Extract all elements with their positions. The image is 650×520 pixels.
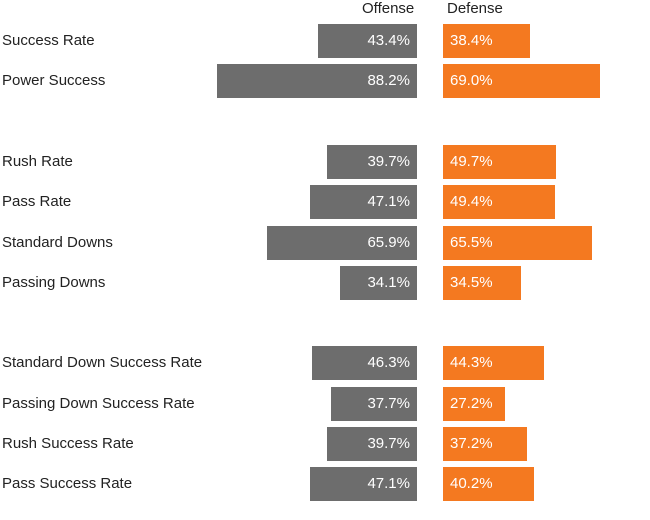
offense-value-passing-down-success-rate: 37.7% — [367, 395, 410, 412]
defense-bar-power-success — [443, 64, 600, 98]
defense-value-passing-down-success-rate: 27.2% — [450, 395, 493, 412]
row-label-pass-rate: Pass Rate — [2, 193, 72, 210]
offense-bar-passing-downs — [339, 266, 417, 300]
offense-value-pass-rate: 47.1% — [367, 193, 410, 210]
defense-bar-pass-rate — [443, 185, 556, 219]
defense-value-standard-down-success-rate: 44.3% — [450, 354, 493, 371]
offense-value-power-success: 88.2% — [367, 72, 410, 89]
defense-value-rush-success-rate: 37.2% — [450, 435, 493, 452]
offense-bar-power-success — [216, 64, 417, 98]
row-label-passing-downs: Passing Downs — [2, 274, 106, 291]
row-label-rush-success-rate: Rush Success Rate — [2, 435, 134, 452]
defense-bar-standard-downs — [443, 226, 592, 260]
offense-bar-passing-down-success-rate — [331, 387, 417, 421]
defense-value-power-success: 69.0% — [450, 72, 493, 89]
defense-value-standard-downs: 65.5% — [450, 234, 493, 251]
row-label-rush-rate: Rush Rate — [2, 153, 73, 170]
offense-bar-pass-rate — [310, 185, 417, 219]
offense-value-success-rate: 43.4% — [367, 32, 410, 49]
defense-value-rush-rate: 49.7% — [450, 153, 493, 170]
offense-bar-standard-downs — [267, 226, 417, 260]
row-label-standard-downs: Standard Downs — [2, 234, 113, 251]
offense-bar-standard-down-success-rate — [311, 346, 417, 380]
offense-header: Offense — [362, 0, 415, 17]
offense-value-passing-downs: 34.1% — [367, 274, 410, 291]
defense-bar-rush-success-rate — [443, 427, 528, 461]
defense-bar-rush-rate — [443, 145, 556, 179]
defense-bar-success-rate — [443, 24, 531, 58]
row-label-power-success: Power Success — [2, 72, 106, 89]
defense-bar-passing-down-success-rate — [443, 387, 505, 421]
row-label-standard-down-success-rate: Standard Down Success Rate — [2, 354, 203, 371]
offense-bar-rush-success-rate — [326, 427, 417, 461]
defense-value-pass-rate: 49.4% — [450, 193, 493, 210]
offense-value-rush-rate: 39.7% — [367, 153, 410, 170]
defense-value-pass-success-rate: 40.2% — [450, 475, 493, 492]
offense-value-standard-downs: 65.9% — [367, 234, 410, 251]
offense-bar-success-rate — [318, 24, 417, 58]
defense-bar-passing-downs — [443, 266, 522, 300]
row-label-pass-success-rate: Pass Success Rate — [2, 475, 133, 492]
defense-value-passing-downs: 34.5% — [450, 274, 493, 291]
defense-bar-standard-down-success-rate — [443, 346, 544, 380]
offense-value-rush-success-rate: 39.7% — [367, 435, 410, 452]
row-label-success-rate: Success Rate — [2, 32, 95, 49]
defense-header: Defense — [447, 0, 503, 17]
offense-value-standard-down-success-rate: 46.3% — [367, 354, 410, 371]
defense-bar-pass-success-rate — [443, 467, 535, 501]
defense-value-success-rate: 38.4% — [450, 32, 493, 49]
offense-bar-pass-success-rate — [310, 467, 417, 501]
offense-bar-rush-rate — [326, 145, 417, 179]
offense-value-pass-success-rate: 47.1% — [367, 475, 410, 492]
row-label-passing-down-success-rate: Passing Down Success Rate — [2, 395, 195, 412]
